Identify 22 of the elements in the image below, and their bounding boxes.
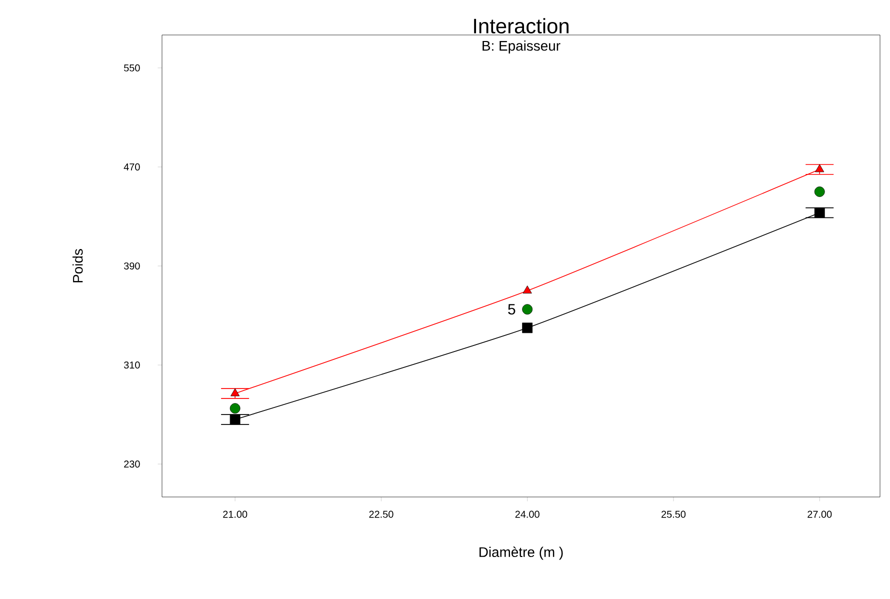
x-tick-label: 24.00 bbox=[515, 510, 540, 518]
x-tick-label: 21.00 bbox=[223, 510, 248, 518]
y-tick-label: 470 bbox=[124, 163, 140, 170]
point bbox=[522, 322, 533, 334]
annotation: 5 bbox=[508, 304, 516, 315]
y-axis-title: Poids bbox=[72, 249, 83, 282]
point bbox=[814, 186, 825, 197]
x-tick-label: 27.00 bbox=[808, 510, 832, 518]
y-tick-label: 550 bbox=[124, 64, 140, 72]
x-tick-label: 25.50 bbox=[662, 510, 686, 518]
point bbox=[814, 208, 825, 218]
chart-title: Interaction bbox=[474, 18, 568, 34]
point bbox=[522, 286, 532, 294]
y-tick-label: 230 bbox=[124, 460, 140, 468]
point bbox=[230, 414, 240, 425]
x-axis-title: Diamètre (m ) bbox=[480, 546, 563, 560]
y-tick-label: 390 bbox=[124, 262, 140, 270]
point bbox=[522, 304, 533, 315]
y-tick-label: 310 bbox=[124, 361, 140, 369]
x-tick-label: 22.50 bbox=[369, 510, 394, 518]
point bbox=[230, 403, 240, 414]
chart-subtitle: B: Epaisseur bbox=[482, 40, 560, 54]
